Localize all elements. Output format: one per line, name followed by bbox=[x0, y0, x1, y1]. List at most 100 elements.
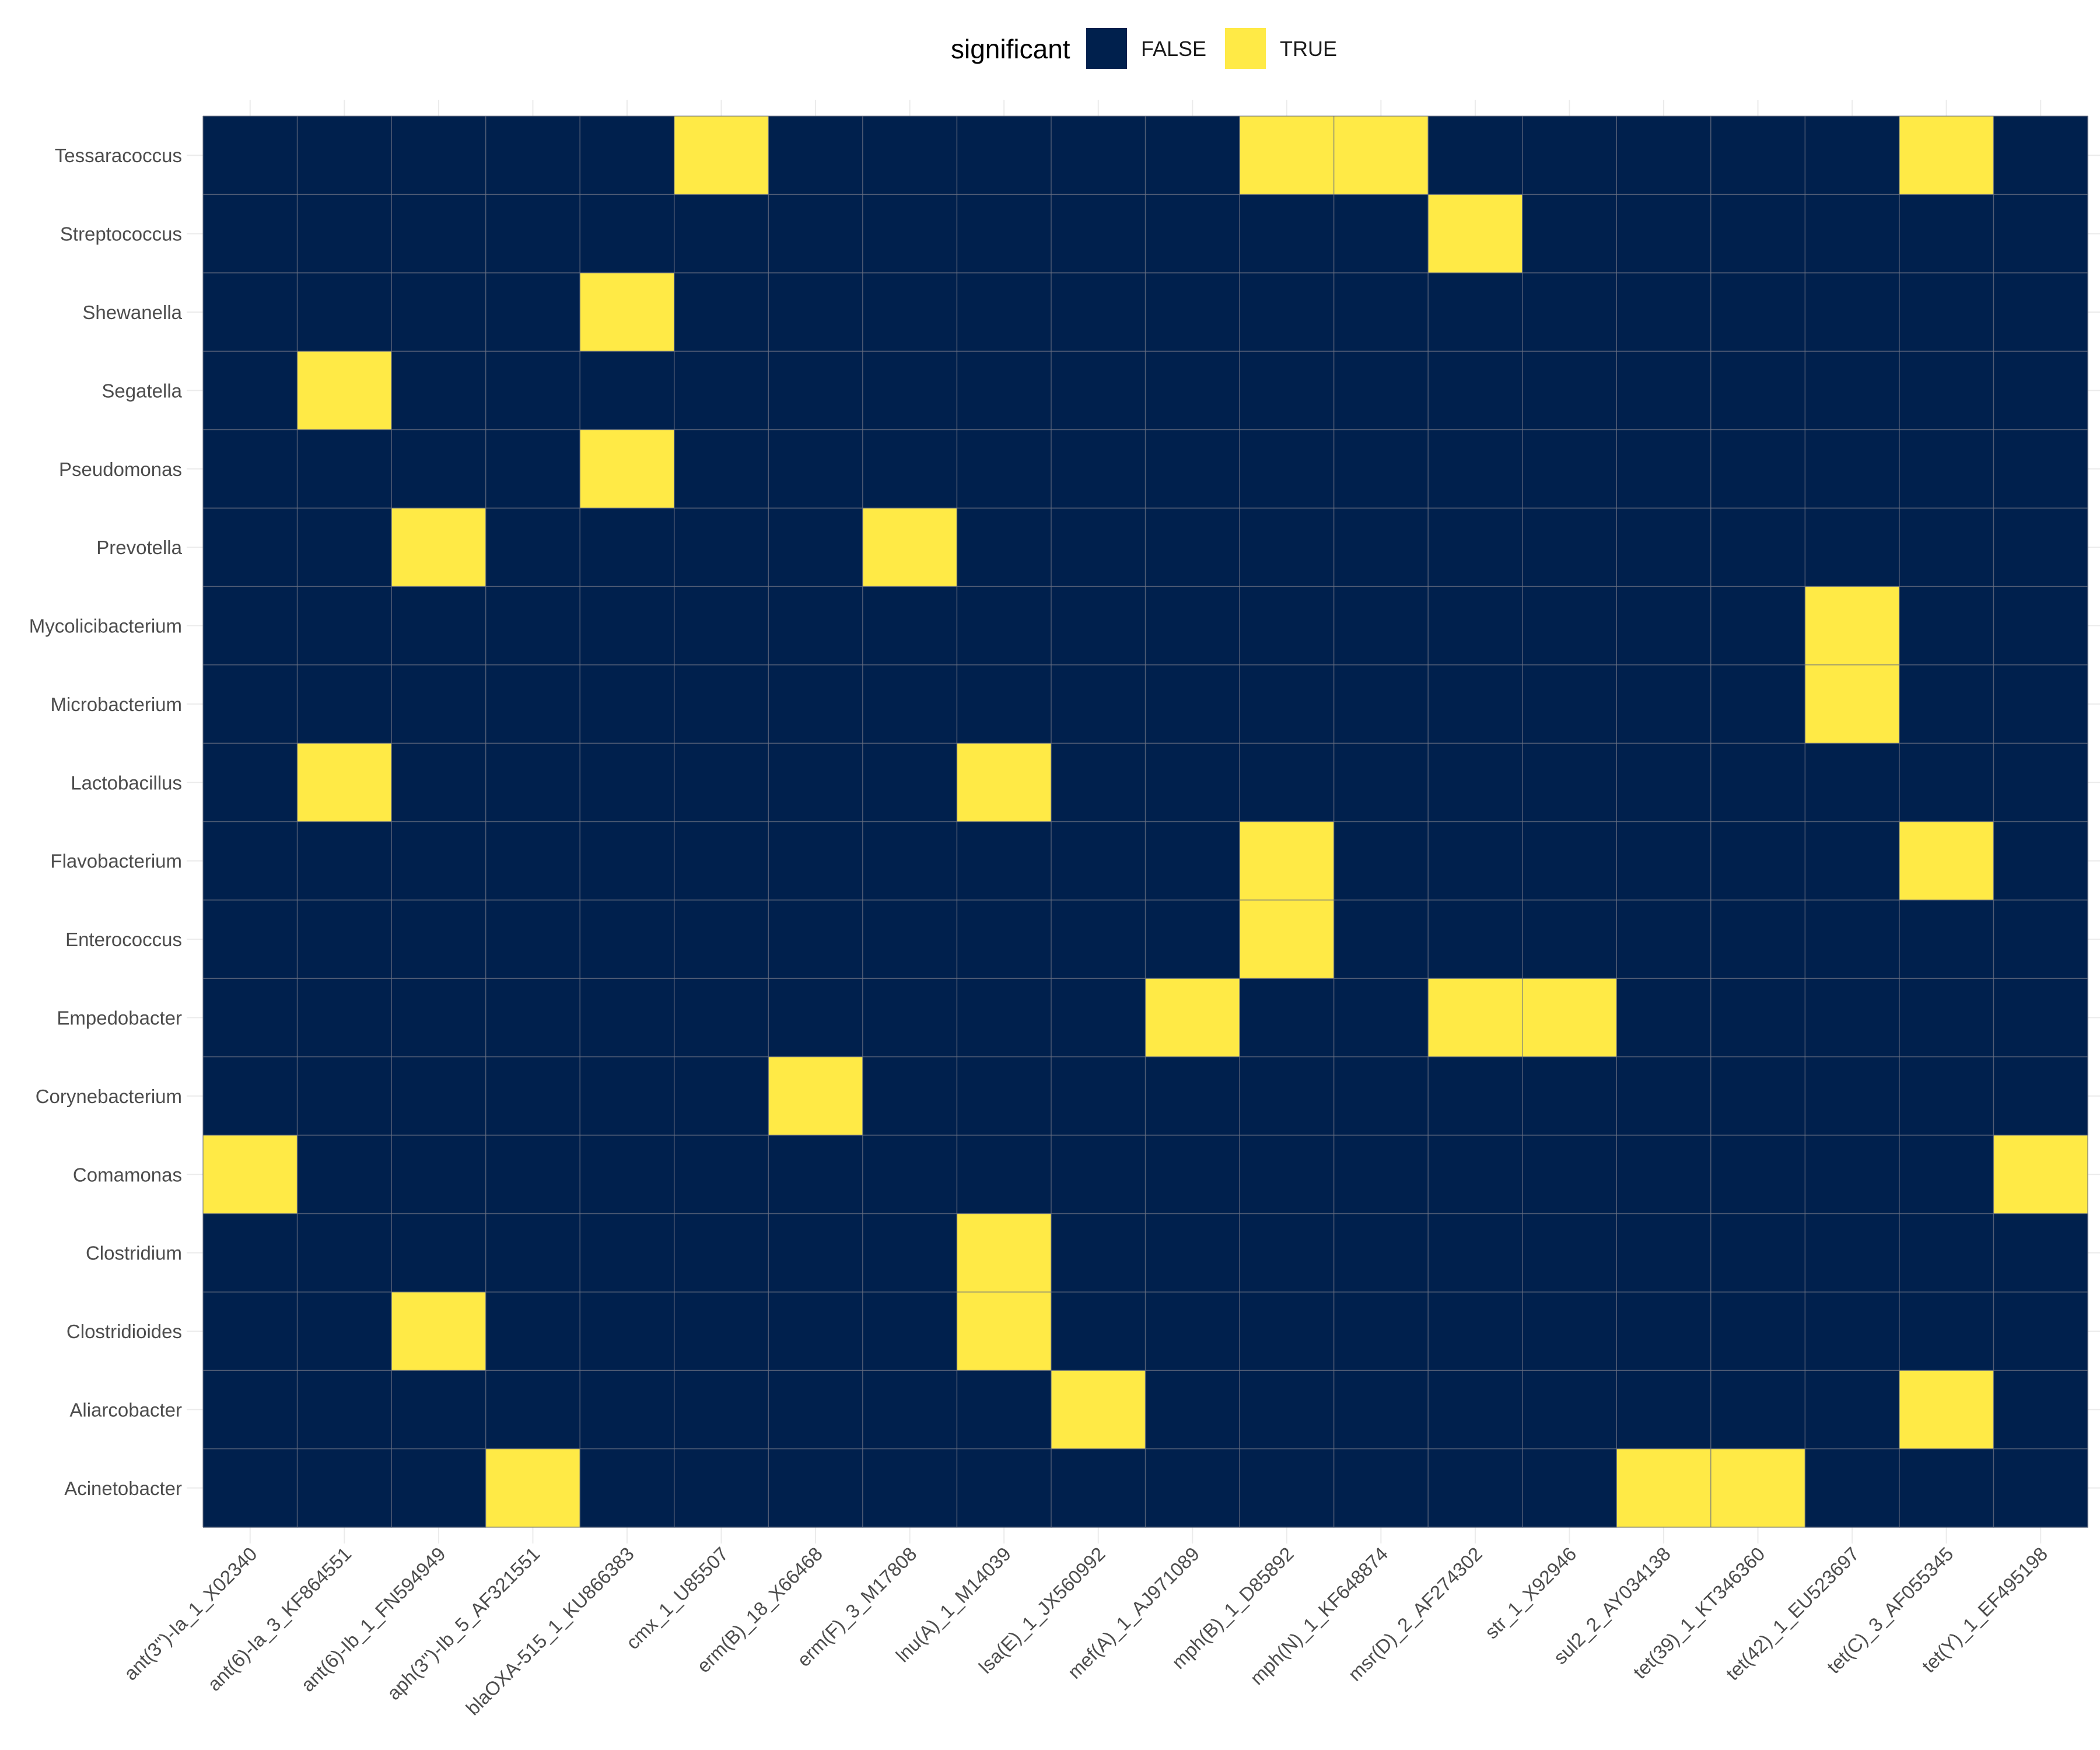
heatmap-cell bbox=[1710, 1135, 1805, 1214]
heatmap-cell bbox=[391, 900, 487, 979]
heatmap-cell bbox=[1145, 1213, 1240, 1293]
heatmap-cell bbox=[1805, 821, 1900, 901]
heatmap-cell bbox=[1899, 1370, 1994, 1450]
heatmap-cell bbox=[957, 1448, 1052, 1528]
y-tick-label: Empedobacter bbox=[57, 1007, 182, 1028]
heatmap-cell bbox=[1993, 586, 2088, 666]
heatmap-cell bbox=[1051, 1213, 1146, 1293]
heatmap-cell bbox=[1145, 1448, 1240, 1528]
heatmap-cell bbox=[297, 1448, 392, 1528]
y-tick-label: Clostridium bbox=[86, 1242, 182, 1264]
heatmap-cell bbox=[203, 1213, 298, 1293]
heatmap-cell bbox=[1428, 586, 1523, 666]
heatmap-cell bbox=[297, 508, 392, 587]
heatmap-cell bbox=[674, 508, 769, 587]
heatmap-cell bbox=[485, 586, 580, 666]
heatmap-cell bbox=[1710, 1370, 1805, 1450]
heatmap-cell bbox=[391, 664, 487, 744]
heatmap-cell bbox=[1334, 664, 1429, 744]
heatmap-cell bbox=[1428, 821, 1523, 901]
heatmap-cell bbox=[580, 194, 675, 274]
heatmap-cell bbox=[957, 821, 1052, 901]
heatmap-cell bbox=[1334, 586, 1429, 666]
heatmap-cell bbox=[1522, 586, 1617, 666]
heatmap-cell bbox=[485, 429, 580, 509]
heatmap-cell bbox=[957, 664, 1052, 744]
heatmap-cell bbox=[674, 194, 769, 274]
heatmap-cell bbox=[768, 1448, 863, 1528]
heatmap-cell bbox=[862, 900, 957, 979]
heatmap-cell bbox=[1899, 978, 1994, 1058]
heatmap-cell bbox=[1428, 429, 1523, 509]
heatmap-cell bbox=[391, 1213, 487, 1293]
heatmap-cell bbox=[580, 1213, 675, 1293]
heatmap-cell bbox=[1993, 1292, 2088, 1371]
heatmap-cell bbox=[957, 900, 1052, 979]
legend-label-true: TRUE bbox=[1280, 37, 1337, 61]
heatmap-cell bbox=[768, 1056, 863, 1136]
heatmap-cell bbox=[1710, 821, 1805, 901]
heatmap-cell bbox=[862, 116, 957, 195]
y-tick-label: Flavobacterium bbox=[50, 850, 182, 872]
heatmap-cell bbox=[1616, 1292, 1712, 1371]
heatmap-cell bbox=[203, 194, 298, 274]
heatmap-cell bbox=[674, 586, 769, 666]
heatmap-cell bbox=[485, 1370, 580, 1450]
legend-key-false bbox=[1086, 28, 1127, 69]
heatmap-cell bbox=[1428, 743, 1523, 822]
heatmap-cell bbox=[1616, 821, 1712, 901]
heatmap-cell bbox=[1428, 664, 1523, 744]
heatmap-cell bbox=[1240, 1370, 1335, 1450]
heatmap-cell bbox=[862, 1292, 957, 1371]
heatmap-cell bbox=[1334, 194, 1429, 274]
heatmap-cell bbox=[768, 272, 863, 352]
heatmap-cell bbox=[1240, 1056, 1335, 1136]
heatmap-cell bbox=[1710, 116, 1805, 195]
heatmap-cell bbox=[1145, 1056, 1240, 1136]
heatmap-cell bbox=[1051, 664, 1146, 744]
y-tick-label: Clostridioides bbox=[66, 1321, 182, 1342]
heatmap-cell bbox=[1334, 1292, 1429, 1371]
heatmap-cell bbox=[391, 1448, 487, 1528]
heatmap-cell bbox=[1522, 978, 1617, 1058]
heatmap-cell bbox=[1899, 1213, 1994, 1293]
heatmap-cell bbox=[1051, 821, 1146, 901]
heatmap-cell bbox=[674, 664, 769, 744]
heatmap-cell bbox=[1051, 272, 1146, 352]
heatmap-cell bbox=[1993, 351, 2088, 430]
heatmap-cell bbox=[1899, 586, 1994, 666]
heatmap-cell bbox=[580, 743, 675, 822]
heatmap-cell bbox=[1145, 743, 1240, 822]
heatmap-cell bbox=[1051, 194, 1146, 274]
heatmap-cell bbox=[1710, 743, 1805, 822]
heatmap-cell bbox=[1710, 1448, 1805, 1528]
heatmap-cell bbox=[297, 821, 392, 901]
heatmap-cell bbox=[297, 1370, 392, 1450]
heatmap-cell bbox=[957, 351, 1052, 430]
heatmap-cell bbox=[580, 664, 675, 744]
heatmap-cell bbox=[862, 743, 957, 822]
heatmap-cell bbox=[580, 1135, 675, 1214]
heatmap-cell bbox=[862, 508, 957, 587]
heatmap-cell bbox=[1240, 664, 1335, 744]
heatmap-cell bbox=[1616, 194, 1712, 274]
heatmap-cell bbox=[1805, 508, 1900, 587]
heatmap-cell bbox=[203, 1056, 298, 1136]
heatmap-cell bbox=[1805, 1056, 1900, 1136]
heatmap-cell bbox=[1428, 508, 1523, 587]
heatmap-cell bbox=[768, 508, 863, 587]
heatmap-cell bbox=[674, 900, 769, 979]
heatmap-cell bbox=[1428, 194, 1523, 274]
heatmap-cell bbox=[1805, 1448, 1900, 1528]
heatmap-cell bbox=[1710, 272, 1805, 352]
heatmap-cell bbox=[768, 429, 863, 509]
heatmap-cell bbox=[1616, 116, 1712, 195]
heatmap-cell bbox=[1899, 1292, 1994, 1371]
x-tick-label: aph(3'')-Ib_5_AF321551 bbox=[383, 1543, 544, 1704]
heatmap-cell bbox=[1993, 664, 2088, 744]
heatmap-cell bbox=[1805, 429, 1900, 509]
heatmap-cell bbox=[957, 586, 1052, 666]
heatmap-cell bbox=[1334, 272, 1429, 352]
heatmap-cell bbox=[297, 116, 392, 195]
heatmap-cell bbox=[1710, 586, 1805, 666]
